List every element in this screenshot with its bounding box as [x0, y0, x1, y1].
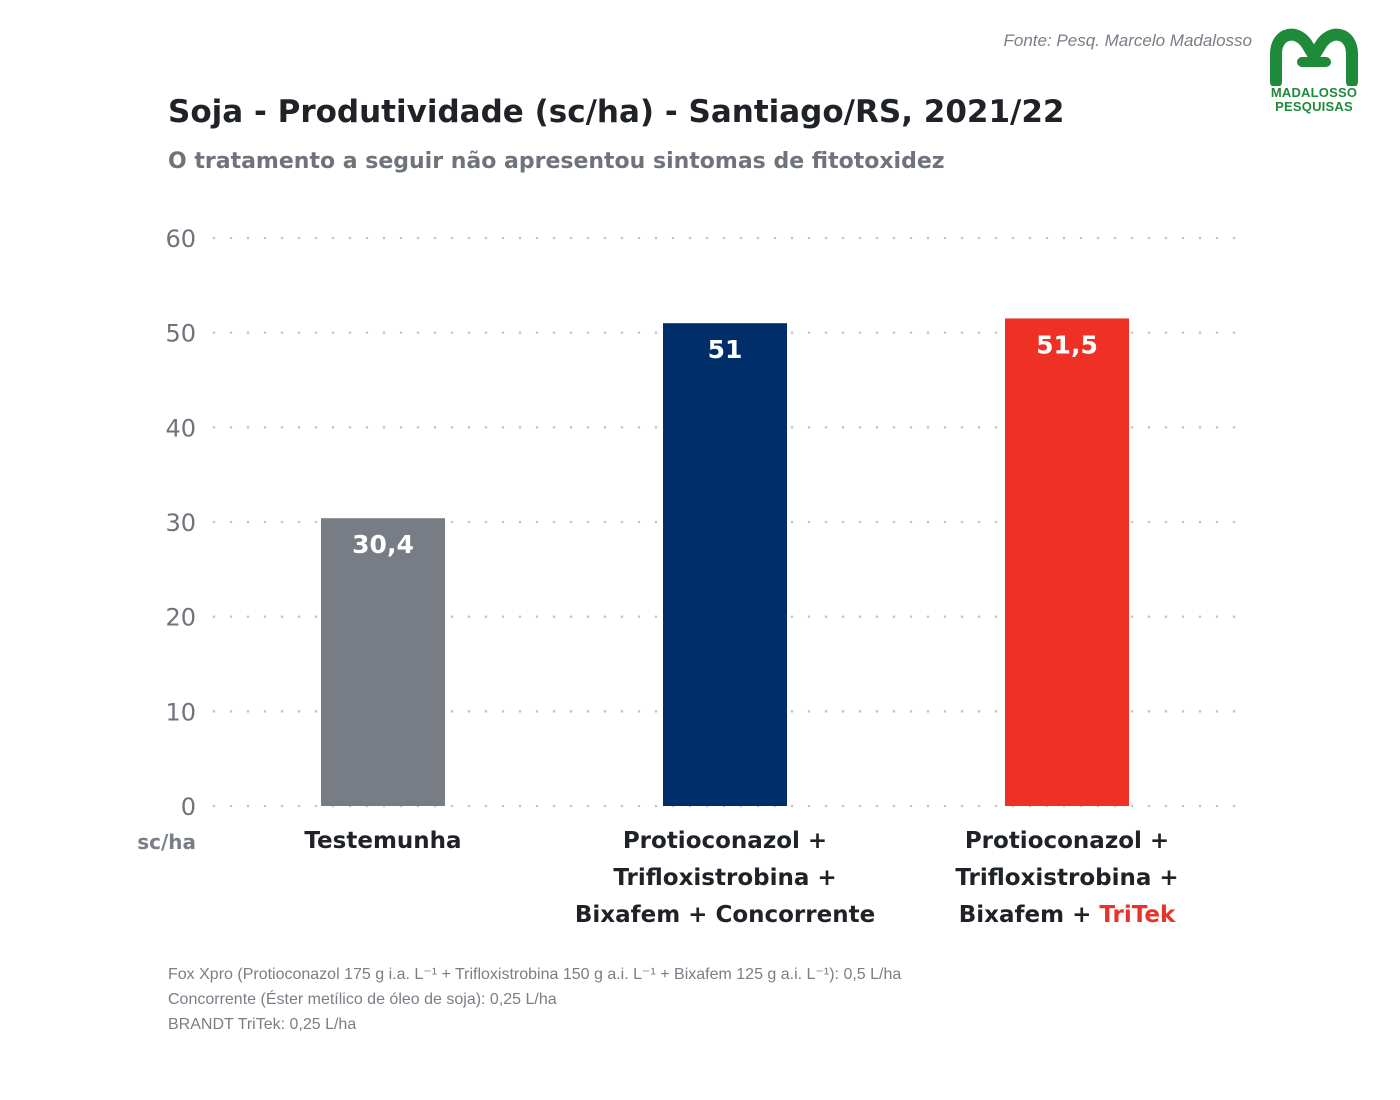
chart-title: Soja - Produtividade (sc/ha) - Santiago/… [168, 94, 1065, 130]
bar-value-label: 51,5 [1036, 330, 1098, 359]
x-category-label-line: Trifloxistrobina + [955, 865, 1179, 891]
y-axis-unit-label: sc/ha [137, 830, 196, 854]
y-tick-label: 0 [181, 793, 196, 821]
y-tick-label: 60 [165, 225, 196, 253]
x-category-label-line: Trifloxistrobina + [613, 865, 837, 891]
bar [321, 518, 445, 806]
bar [1005, 318, 1129, 806]
logo-text-line2: PESQUISAS [1275, 99, 1353, 114]
x-category-label-line: Protioconazol + [622, 828, 828, 854]
source-credit: Fonte: Pesq. Marcelo Madalosso [1003, 31, 1252, 50]
logo-text-line1: MADALOSSO [1270, 85, 1358, 100]
footnote-line: Concorrente (Éster metílico de óleo de s… [168, 991, 557, 1008]
x-category-label-line: Testemunha [304, 828, 462, 854]
y-tick-label: 10 [165, 698, 196, 726]
bar-value-label: 30,4 [352, 530, 414, 559]
footnote-line: Fox Xpro (Protioconazol 175 g i.a. L⁻¹ +… [168, 966, 902, 983]
y-tick-label: 50 [165, 320, 196, 348]
bar [663, 323, 787, 806]
x-category-label: Protioconazol + Trifloxistrobina + Bixafem… [907, 823, 1227, 934]
x-category-label-line: Protioconazol + [964, 828, 1170, 854]
footnotes: Fox Xpro (Protioconazol 175 g i.a. L⁻¹ +… [168, 962, 901, 1037]
x-category-label: Testemunha [223, 823, 543, 860]
logo-m-icon [1270, 28, 1358, 86]
tritek-highlight: TriTek [1099, 902, 1176, 928]
madalosso-logo: MADALOSSO PESQUISAS [1266, 24, 1362, 124]
footnote-line: BRANDT TriTek: 0,25 L/ha [168, 1016, 357, 1033]
y-tick-label: 30 [165, 509, 196, 537]
y-tick-label: 40 [165, 414, 196, 442]
x-category-label-line: Bixafem + Concorrente [574, 902, 876, 928]
chart-subtitle: O tratamento a seguir não apresentou sin… [168, 149, 945, 174]
y-tick-label: 20 [165, 604, 196, 632]
x-category-label: Protioconazol + Trifloxistrobina + Bixafem… [565, 823, 885, 934]
bar-value-label: 51 [708, 335, 743, 364]
x-category-label-line: Bixafem + TriTek [958, 902, 1176, 928]
